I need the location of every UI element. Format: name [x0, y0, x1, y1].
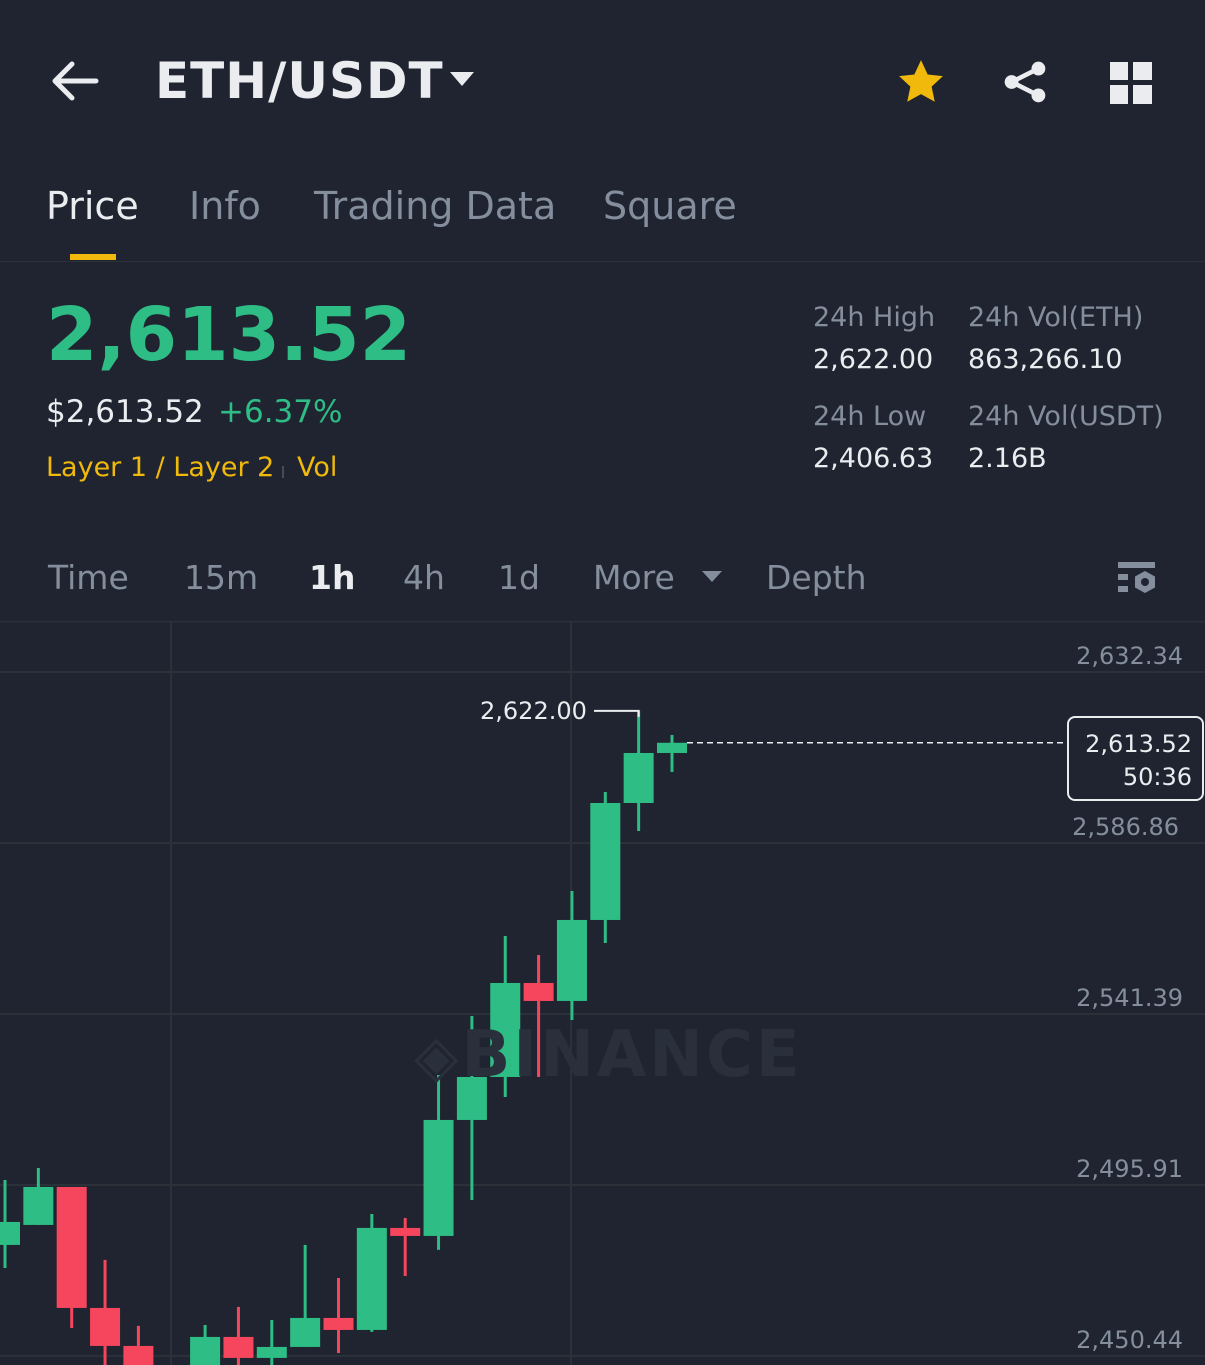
candlestick-chart[interactable]: [0, 621, 1205, 1365]
y-tick: 2,541.39: [1076, 984, 1183, 1012]
divider: [0, 261, 1205, 262]
candle-down: [323, 1317, 354, 1330]
pair-title[interactable]: ETH/USDT: [155, 52, 444, 110]
candle-down: [523, 982, 554, 1001]
tab-info[interactable]: Info: [189, 184, 261, 228]
vol-eth-label: 24h Vol(ETH): [968, 302, 1144, 333]
candle-down: [90, 1307, 121, 1346]
current-price-tag[interactable]: 2,613.52 50:36: [1067, 716, 1204, 801]
watermark-text: BINANCE: [461, 1018, 803, 1092]
candle-down: [56, 1186, 87, 1308]
vol-usdt-value: 2.16B: [968, 443, 1047, 474]
grid-icon[interactable]: [1110, 62, 1152, 104]
active-tab-indicator: [70, 254, 116, 260]
candle-down: [123, 1345, 154, 1365]
interval-1d[interactable]: 1d: [498, 558, 540, 597]
interval-4h[interactable]: 4h: [403, 558, 445, 597]
high-marker-line: [594, 709, 640, 717]
y-tick: 2,632.34: [1076, 642, 1183, 670]
tab-square[interactable]: Square: [603, 184, 737, 228]
binance-logo-icon: ◈: [414, 1022, 462, 1090]
chart-settings-icon[interactable]: [1116, 560, 1158, 598]
interval-time[interactable]: Time: [48, 558, 129, 597]
candle-up: [190, 1336, 221, 1365]
candle-up: [590, 802, 621, 920]
vol-eth-value: 863,266.10: [968, 344, 1123, 375]
last-price: 2,613.52: [46, 292, 412, 378]
star-icon[interactable]: [896, 58, 946, 106]
candle-down: [390, 1227, 421, 1236]
candle-up: [623, 752, 654, 803]
y-tick: 2,450.44: [1076, 1326, 1183, 1354]
interval-1h[interactable]: 1h: [309, 558, 356, 597]
candle-up: [657, 742, 687, 753]
watermark: ◈BINANCE: [414, 1018, 803, 1092]
low-value: 2,406.63: [813, 443, 934, 474]
candle-up: [356, 1227, 387, 1330]
tag-layer[interactable]: Layer 1 / Layer 2: [46, 452, 275, 483]
candle-up: [290, 1317, 321, 1347]
interval-depth[interactable]: Depth: [766, 558, 867, 597]
share-icon[interactable]: [1002, 58, 1048, 106]
candle-up: [490, 982, 521, 1077]
tag-vol[interactable]: Vol: [297, 452, 338, 483]
low-label: 24h Low: [813, 401, 927, 432]
high-label: 24h High: [813, 302, 936, 333]
tab-trading-data[interactable]: Trading Data: [314, 184, 557, 228]
tag-divider: [282, 466, 284, 478]
candle-up: [0, 1221, 20, 1245]
high-value: 2,622.00: [813, 344, 934, 375]
vol-usdt-label: 24h Vol(USDT): [968, 401, 1164, 432]
y-tick: 2,495.91: [1076, 1155, 1183, 1183]
candle-up: [23, 1186, 54, 1225]
more-chevron-icon[interactable]: [702, 571, 722, 583]
candle-up: [256, 1346, 287, 1358]
interval-more[interactable]: More: [593, 558, 675, 597]
candle-countdown: 50:36: [1122, 763, 1192, 791]
current-price: 2,613.52: [1085, 730, 1192, 758]
candle-up: [556, 919, 587, 1001]
candle-up: [423, 1119, 454, 1236]
back-arrow-icon[interactable]: [50, 60, 100, 102]
price-change: +6.37%: [218, 394, 343, 430]
high-marker-label: 2,622.00: [480, 697, 587, 725]
candle-up: [456, 1076, 487, 1120]
interval-15m[interactable]: 15m: [184, 558, 259, 597]
chevron-down-icon[interactable]: [450, 72, 474, 88]
usd-price: $2,613.52: [46, 394, 204, 430]
candle-down: [223, 1336, 254, 1358]
tab-price[interactable]: Price: [46, 184, 139, 228]
y-tick: 2,586.86: [1072, 813, 1179, 841]
